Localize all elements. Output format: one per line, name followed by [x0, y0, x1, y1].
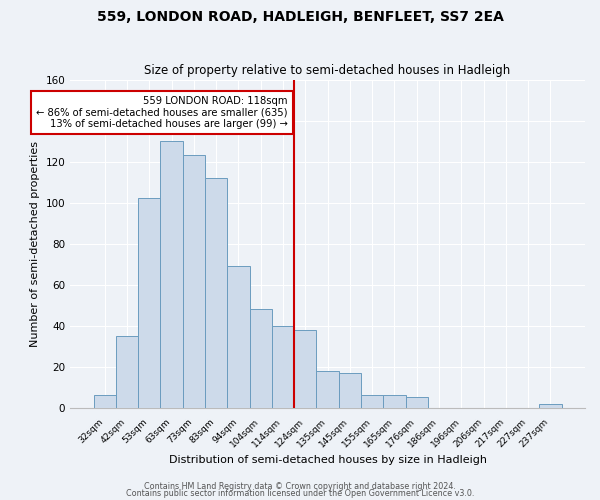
Bar — [183, 156, 205, 408]
Bar — [250, 309, 272, 408]
Text: 559, LONDON ROAD, HADLEIGH, BENFLEET, SS7 2EA: 559, LONDON ROAD, HADLEIGH, BENFLEET, SS… — [97, 10, 503, 24]
Bar — [138, 198, 160, 408]
Bar — [160, 141, 183, 407]
Bar — [227, 266, 250, 408]
X-axis label: Distribution of semi-detached houses by size in Hadleigh: Distribution of semi-detached houses by … — [169, 455, 487, 465]
Bar — [116, 336, 138, 407]
Text: 559 LONDON ROAD: 118sqm
← 86% of semi-detached houses are smaller (635)
13% of s: 559 LONDON ROAD: 118sqm ← 86% of semi-de… — [36, 96, 287, 129]
Text: Contains HM Land Registry data © Crown copyright and database right 2024.: Contains HM Land Registry data © Crown c… — [144, 482, 456, 491]
Bar — [94, 396, 116, 407]
Text: Contains public sector information licensed under the Open Government Licence v3: Contains public sector information licen… — [126, 489, 474, 498]
Bar — [383, 396, 406, 407]
Title: Size of property relative to semi-detached houses in Hadleigh: Size of property relative to semi-detach… — [145, 64, 511, 77]
Bar — [294, 330, 316, 407]
Bar — [539, 404, 562, 407]
Bar — [339, 373, 361, 408]
Y-axis label: Number of semi-detached properties: Number of semi-detached properties — [30, 140, 40, 346]
Bar — [205, 178, 227, 408]
Bar — [272, 326, 294, 407]
Bar — [406, 398, 428, 407]
Bar — [361, 396, 383, 407]
Bar — [316, 370, 339, 408]
